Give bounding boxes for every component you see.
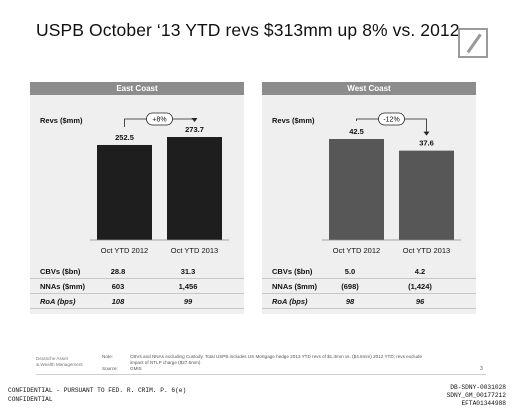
x-tick-label: Oct YTD 2013 (171, 246, 218, 255)
east-coast-chart: Revs ($mm) 252.5 Oct YTD 2012 273.7 Oct YTD … (40, 112, 229, 255)
panel-header-east-coast: East Coast (30, 82, 244, 95)
metric-value-2013: 96 (415, 297, 425, 306)
x-tick-label: Oct YTD 2012 (101, 246, 148, 255)
metric-value-2013: (1,424) (408, 282, 432, 291)
bates-stamp-line1: DB-SDNY-0031028 (450, 384, 506, 391)
metric-value-2013: 99 (183, 297, 193, 306)
metric-row-nnas: NNAs ($mm) 603 1,456 (30, 279, 244, 294)
change-badge-label: +8% (152, 117, 166, 124)
confidential-stamp-line1: CONFIDENTIAL - PURSUANT TO FED. R. CRIM.… (8, 387, 187, 394)
deutsche-bank-logo-icon (458, 28, 488, 58)
bar-2012 (97, 144, 152, 240)
change-badge (378, 112, 405, 126)
footer-brand-line1: Deutsche Asset (36, 356, 68, 361)
data-label: 252.5 (115, 133, 134, 142)
footer-divider (36, 374, 486, 375)
metric-label: RoA (bps) (40, 297, 76, 306)
note-row: Note: CBVs and NNAs excluding Custody. T… (102, 354, 462, 366)
metric-label: NNAs ($mm) (272, 282, 318, 291)
slide-title: USPB October ‘13 YTD revs $313mm up 8% v… (36, 20, 460, 40)
change-badge-label: -12% (383, 117, 399, 124)
metric-value-2013: 31.3 (180, 267, 196, 276)
footer-brand: Deutsche Asset & Wealth Management (36, 356, 83, 368)
metric-value-2013: 1,456 (178, 282, 198, 291)
source-label: Source: (102, 366, 118, 371)
change-arrow-icon (423, 131, 430, 136)
bar-2013 (399, 150, 454, 240)
note-text-line2: impact of NTLP charge ($27.6mm) (130, 360, 201, 365)
metric-value-2012: 108 (111, 297, 125, 306)
change-arrow-icon (191, 118, 198, 122)
panel-header-west-coast: West Coast (262, 82, 476, 95)
confidential-stamp: CONFIDENTIAL - PURSUANT TO FED. R. CRIM.… (8, 386, 186, 404)
x-tick-label: Oct YTD 2012 (333, 246, 380, 255)
metric-value-2012: 98 (345, 297, 355, 306)
metric-label: CBVs ($bn) (272, 267, 313, 276)
metric-label: NNAs ($mm) (40, 282, 86, 291)
confidential-stamp-line2: CONFIDENTIAL (8, 396, 53, 403)
metric-value-2012: 28.8 (110, 267, 126, 276)
footer-notes: Note: CBVs and NNAs excluding Custody. T… (102, 354, 462, 372)
west-coast-chart: Revs ($mm) 42.5 Oct YTD 2012 37.6 Oct YTD 20… (272, 112, 461, 255)
metric-value-2012: 5.0 (344, 267, 356, 276)
metric-row-roa: RoA (bps) 108 99 (30, 294, 244, 309)
metric-row-cbvs: CBVs ($bn) 28.8 31.3 (30, 264, 244, 279)
metric-row-nnas: NNAs ($mm) (698) (1,424) (262, 279, 476, 294)
metric-label: RoA (bps) (272, 297, 308, 306)
footer-brand-line2: & Wealth Management (36, 362, 83, 367)
logo-slash-icon (466, 33, 482, 53)
metric-value-2012: 603 (111, 282, 125, 291)
metric-label: CBVs ($bn) (40, 267, 81, 276)
note-label: Note: (102, 354, 113, 359)
metric-row-roa: RoA (bps) 98 96 (262, 294, 476, 309)
y-axis-label: Revs ($mm) (272, 116, 315, 125)
bar-2013 (167, 137, 222, 240)
x-tick-label: Oct YTD 2013 (403, 246, 450, 255)
metric-value-2013: 4.2 (414, 267, 426, 276)
bates-stamp: DB-SDNY-0031028 SDNY_GM_00177212 EFTA013… (402, 384, 506, 408)
data-label: 42.5 (349, 127, 364, 136)
source-row: Source: GMIS (102, 366, 462, 372)
bates-stamp-line3: EFTA01344988 (461, 400, 506, 407)
data-label: 273.7 (185, 125, 204, 134)
y-axis-label: Revs ($mm) (40, 116, 83, 125)
source-text: GMIS (130, 366, 142, 371)
change-badge (146, 112, 173, 126)
metric-value-2012: (698) (341, 282, 359, 291)
data-label: 37.6 (419, 139, 434, 148)
metric-row-cbvs: CBVs ($bn) 5.0 4.2 (262, 264, 476, 279)
page-number: 3 (480, 366, 483, 372)
bar-2012 (329, 139, 384, 240)
note-text-line1: CBVs and NNAs excluding Custody. Total U… (130, 354, 423, 359)
east-coast-panel: East Coast Revs ($mm) 252.5 Oct YTD 2012 27… (30, 82, 244, 314)
bates-stamp-line2: SDNY_GM_00177212 (446, 392, 506, 399)
west-coast-panel: West Coast Revs ($mm) 42.5 Oct YTD 2012 37.… (262, 82, 476, 314)
